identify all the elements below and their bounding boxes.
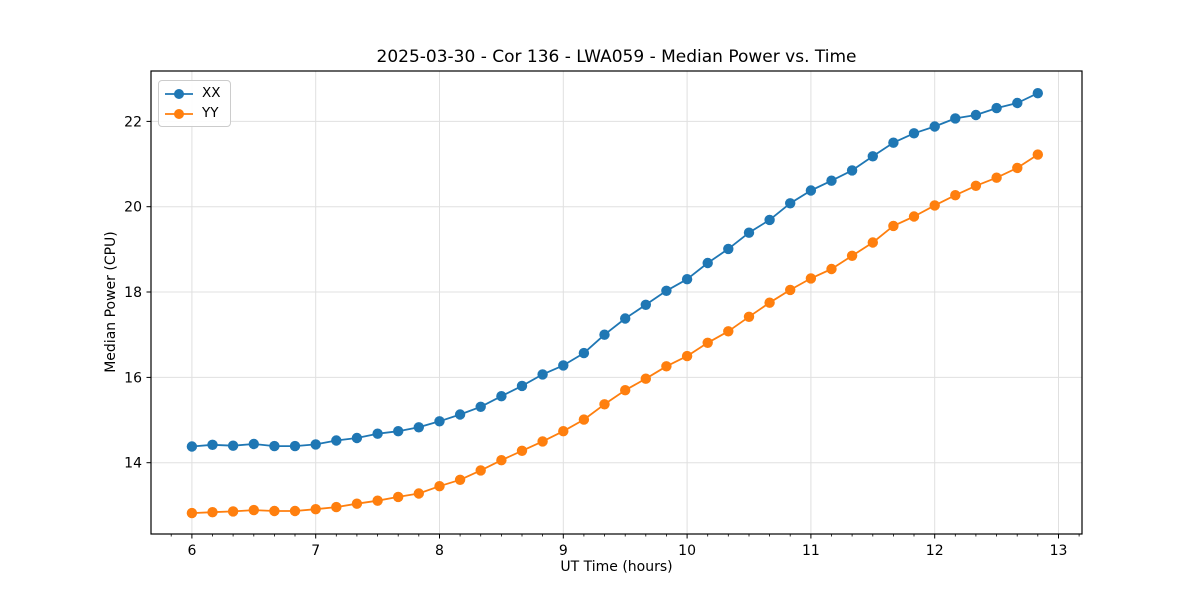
- svg-text:6: 6: [187, 543, 196, 559]
- svg-text:13: 13: [1050, 543, 1068, 559]
- legend-label-xx: XX: [202, 84, 221, 101]
- legend-line-marker-icon-xx: [165, 88, 193, 99]
- svg-text:10: 10: [678, 543, 696, 559]
- chart-title: 2025-03-30 - Cor 136 - LWA059 - Median P…: [376, 47, 857, 67]
- svg-text:18: 18: [124, 285, 142, 301]
- legend-line-marker-icon-yy: [165, 108, 193, 119]
- svg-text:16: 16: [124, 370, 142, 386]
- y-axis-label: Median Power (CPU): [103, 231, 119, 373]
- svg-text:20: 20: [124, 200, 142, 216]
- svg-text:9: 9: [559, 543, 568, 559]
- svg-text:11: 11: [802, 543, 820, 559]
- legend-item-xx: XX: [164, 84, 221, 103]
- svg-text:8: 8: [435, 543, 444, 559]
- svg-text:14: 14: [124, 456, 142, 472]
- svg-text:7: 7: [311, 543, 320, 559]
- legend-label-yy: YY: [202, 104, 219, 121]
- legend-item-yy: YY: [164, 104, 221, 123]
- svg-text:22: 22: [124, 114, 142, 130]
- svg-text:12: 12: [926, 543, 944, 559]
- legend: XX YY: [158, 80, 231, 127]
- x-axis-label: UT Time (hours): [560, 559, 673, 575]
